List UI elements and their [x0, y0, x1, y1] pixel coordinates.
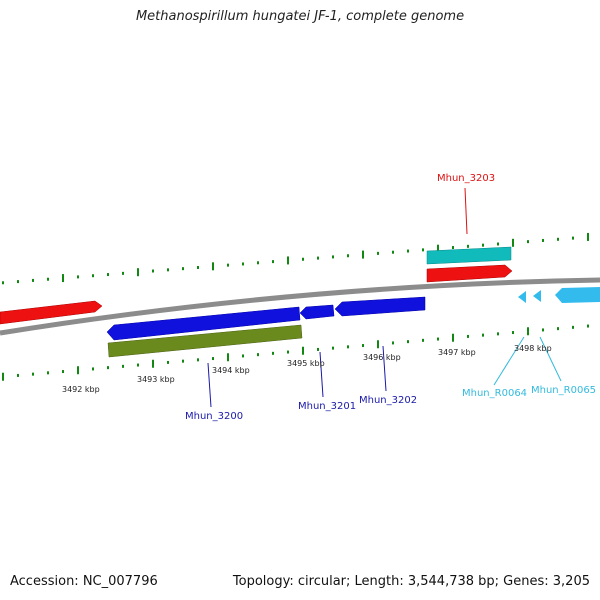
- gene-label-mhun-3202[interactable]: Mhun_3202: [359, 395, 417, 406]
- reverse-cds-mhun-3201[interactable]: [299, 304, 335, 320]
- callout-line-mhun-3200: [207, 362, 212, 408]
- callout-line-mhun-3203: [464, 187, 468, 235]
- kbp-label: 3495 kbp: [287, 359, 325, 368]
- rna-arrow-mhun-r0065[interactable]: [533, 290, 541, 302]
- kbp-label: 3494 kbp: [212, 366, 250, 375]
- inner-tick-ring: [2, 324, 589, 381]
- outer-tick-ring: [2, 232, 589, 285]
- gene-label-mhun-3200[interactable]: Mhun_3200: [185, 411, 243, 422]
- kbp-label: 3493 kbp: [137, 375, 175, 384]
- reverse-cds-mhun-3200[interactable]: [106, 306, 301, 341]
- genome-backbone: [0, 277, 600, 336]
- callout-line-mhun-r0065: [539, 336, 562, 382]
- kbp-label: 3492 kbp: [62, 385, 100, 394]
- kbp-label: 3496 kbp: [363, 353, 401, 362]
- gene-label-mhun-3203[interactable]: Mhun_3203: [437, 173, 495, 184]
- map-title: Methanospirillum hungatei JF-1, complete…: [135, 9, 465, 24]
- rna-arrow-right[interactable]: [555, 287, 600, 303]
- gene-label-mhun-r0064[interactable]: Mhun_R0064: [462, 388, 527, 399]
- forward-cds-mhun-3203[interactable]: [426, 264, 513, 283]
- kbp-label: 3498 kbp: [514, 344, 552, 353]
- accession-label: Accession: NC_007796: [10, 574, 158, 589]
- callout-line-mhun-3201: [319, 351, 324, 398]
- rna-bar-mhun-3203[interactable]: [426, 246, 512, 265]
- reverse-cds-mhun-3202[interactable]: [334, 296, 426, 317]
- callout-line-mhun-r0064: [493, 336, 525, 386]
- forward-cds-left[interactable]: [0, 300, 103, 325]
- callout-line-mhun-3202: [382, 345, 387, 392]
- kbp-label: 3497 kbp: [438, 348, 476, 357]
- topology-label: Topology: circular; Length: 3,544,738 bp…: [232, 574, 590, 589]
- rna-arrow-mhun-r0064[interactable]: [518, 291, 526, 303]
- gene-bar-mhun-3200[interactable]: [107, 324, 303, 358]
- gene-label-mhun-3201[interactable]: Mhun_3201: [298, 401, 356, 412]
- gene-label-mhun-r0065[interactable]: Mhun_R0065: [531, 385, 596, 396]
